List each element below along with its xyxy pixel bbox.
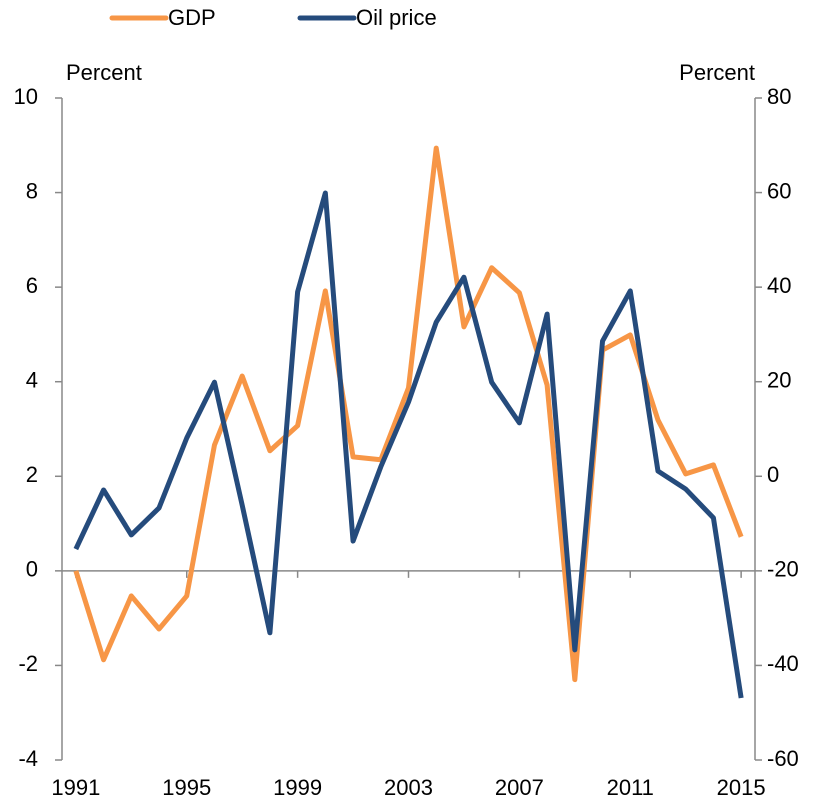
y2-tick-label: 40 — [767, 273, 791, 298]
x-tick-label: 1995 — [162, 775, 211, 800]
y2-tick-label: 80 — [767, 84, 791, 109]
y-tick-label: 2 — [26, 462, 38, 487]
x-tick-label: 2011 — [607, 775, 654, 800]
y2-tick-label: 0 — [767, 462, 779, 487]
y2-tick-label: -20 — [767, 557, 799, 582]
y-tick-label: 0 — [26, 557, 38, 582]
legend-label: GDP — [168, 5, 216, 30]
y-tick-label: 8 — [26, 178, 38, 203]
x-tick-label: 1999 — [273, 775, 322, 800]
series-line — [73, 190, 744, 699]
y2-tick-label: 20 — [767, 368, 791, 393]
series-line — [73, 145, 744, 683]
x-tick-label: 2003 — [384, 775, 433, 800]
y2-tick-label: -60 — [767, 746, 799, 771]
y-tick-label: 6 — [26, 273, 38, 298]
y2-tick-label: -40 — [767, 651, 799, 676]
y-axis-label: Percent — [66, 60, 142, 85]
legend-label: Oil price — [356, 5, 437, 30]
x-tick-label: 1991 — [51, 775, 100, 800]
x-tick-label: 2015 — [717, 775, 766, 800]
y-tick-label: 4 — [26, 368, 38, 393]
x-tick-label: 2007 — [495, 775, 544, 800]
y-tick-label: -2 — [18, 651, 38, 676]
y2-tick-label: 60 — [767, 178, 791, 203]
y2-axis-label: Percent — [679, 60, 755, 85]
y-tick-label: -4 — [18, 746, 38, 771]
y-tick-label: 10 — [14, 84, 38, 109]
